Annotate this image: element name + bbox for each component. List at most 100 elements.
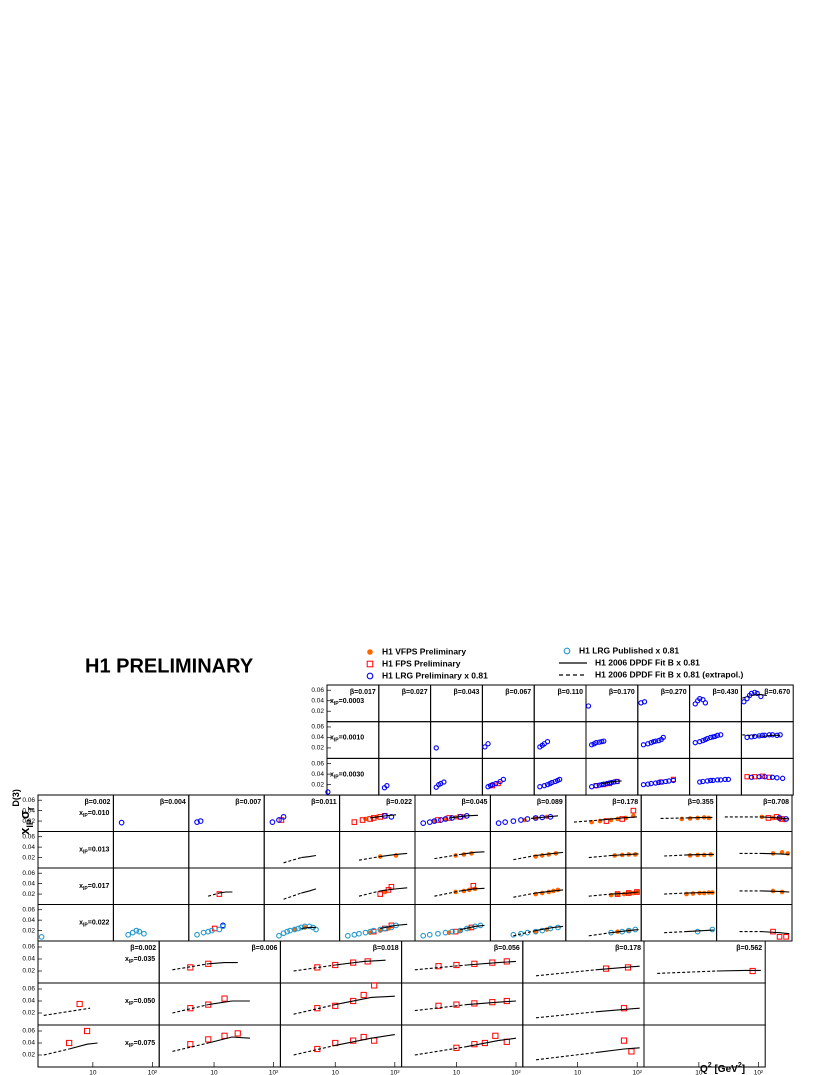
fit-curve-extrapolated (588, 854, 612, 859)
data-point (539, 853, 545, 858)
fit-curve-extrapolated (293, 1004, 336, 1015)
fit-curve-extrapolated (208, 892, 220, 897)
data-point (630, 807, 637, 814)
y-tick-label: 0.06 (22, 833, 35, 840)
data-point (663, 778, 669, 785)
fit-curve-extrapolated (660, 817, 687, 820)
legend-marker (366, 660, 374, 668)
x-tick-label: 10² (633, 1070, 643, 1075)
data-point (125, 931, 131, 938)
data-point (313, 926, 319, 933)
data-point (216, 891, 223, 897)
legend-label: H1 2006 DPDF Fit B x 0.81 (extrapol.) (595, 669, 743, 679)
data-point (510, 818, 517, 824)
fit-curve (599, 816, 638, 821)
data-point (709, 926, 716, 933)
fit-curve-extrapolated (664, 931, 687, 934)
data-point (549, 779, 555, 786)
beta-label: β=0.027 (402, 689, 428, 696)
xpom-label-part: =0.0030 (339, 771, 365, 778)
data-point (194, 819, 200, 825)
y-label-part: D(3) (11, 789, 21, 807)
fit-curve-extrapolated (414, 964, 467, 971)
data-point (500, 776, 507, 783)
y-tick-label: 0.02 (22, 818, 35, 825)
data-point (593, 783, 599, 789)
data-point (603, 818, 610, 824)
y-tick-label: 0.02 (311, 781, 324, 788)
data-point (756, 774, 762, 780)
data-point (679, 816, 685, 822)
xpom-label-part: IP (83, 850, 88, 856)
y-tick-label: 0.06 (22, 1028, 35, 1035)
data-point (350, 1037, 357, 1044)
data-point (449, 928, 455, 935)
panel-frame (643, 1024, 766, 1068)
fit-curve-extrapolated (588, 932, 612, 937)
data-point (702, 700, 709, 706)
y-tick-label: 0.04 (311, 697, 324, 704)
beta-label: β=0.017 (350, 689, 376, 696)
y-tick-label: 0.02 (22, 891, 35, 898)
fit-curve-extrapolated (293, 964, 336, 972)
xpom-label-part: x (125, 1040, 129, 1047)
data-point (435, 1002, 442, 1009)
xpom-label: xIP=0.017 (79, 883, 109, 892)
beta-label: β=0.355 (688, 799, 714, 806)
fit-curve-extrapolated (414, 1004, 468, 1012)
xpom-label-part: =0.017 (88, 883, 110, 890)
xpom-label-part: x (330, 698, 334, 705)
fit-curve-extrapolated (664, 854, 687, 857)
data-point (194, 931, 200, 938)
fit-curve (69, 1042, 98, 1050)
fit-curve (686, 891, 714, 894)
fit-curve-extrapolated (742, 734, 763, 737)
data-point (718, 732, 724, 738)
data-point (752, 689, 758, 695)
xpom-label: xIP=0.022 (79, 919, 109, 928)
data-point (489, 781, 496, 788)
xpom-label-part: x (79, 810, 83, 817)
data-point (557, 776, 563, 783)
x-tick-label: 10² (754, 1070, 764, 1075)
beta-label: β=0.089 (537, 799, 563, 806)
data-point (435, 817, 441, 823)
data-point (377, 891, 384, 897)
xpom-label-part: =0.013 (88, 846, 110, 853)
data-point (332, 1002, 339, 1009)
beta-label: β=0.045 (462, 799, 488, 806)
x-tick-label: 10² (390, 1070, 400, 1075)
data-point (660, 734, 666, 741)
fit-curve (370, 814, 397, 819)
legend-marker (563, 647, 571, 655)
data-point (776, 934, 783, 940)
x-tick-label: 10² (511, 1070, 521, 1075)
y-tick-label: 0.06 (311, 724, 324, 731)
data-point (360, 991, 367, 999)
data-point (714, 732, 721, 738)
xpom-label-part: IP (334, 701, 339, 707)
x-label-part: ] (742, 1064, 745, 1075)
xpom-label-part: x (79, 919, 83, 926)
fit-curve (301, 888, 317, 894)
data-point (670, 777, 677, 784)
fit-curve (460, 924, 485, 931)
data-point (351, 819, 358, 825)
beta-label: β=0.430 (713, 689, 739, 696)
data-point (493, 780, 499, 787)
xpom-label: xIP=0.050 (125, 998, 155, 1007)
data-point (187, 1041, 194, 1048)
data-point (359, 817, 366, 823)
data-point (276, 817, 282, 823)
beta-label: β=0.170 (609, 689, 635, 696)
data-point (221, 995, 228, 1002)
data-point (766, 732, 772, 738)
xpom-label: xIP=0.035 (125, 956, 155, 965)
xpom-label-part: x (79, 846, 83, 853)
data-point (585, 703, 592, 709)
xpom-label-part: x (79, 883, 83, 890)
x-label-part: [GeV (712, 1064, 738, 1075)
y-label-part: r (25, 806, 35, 810)
y-tick-label: 0.04 (311, 734, 324, 741)
